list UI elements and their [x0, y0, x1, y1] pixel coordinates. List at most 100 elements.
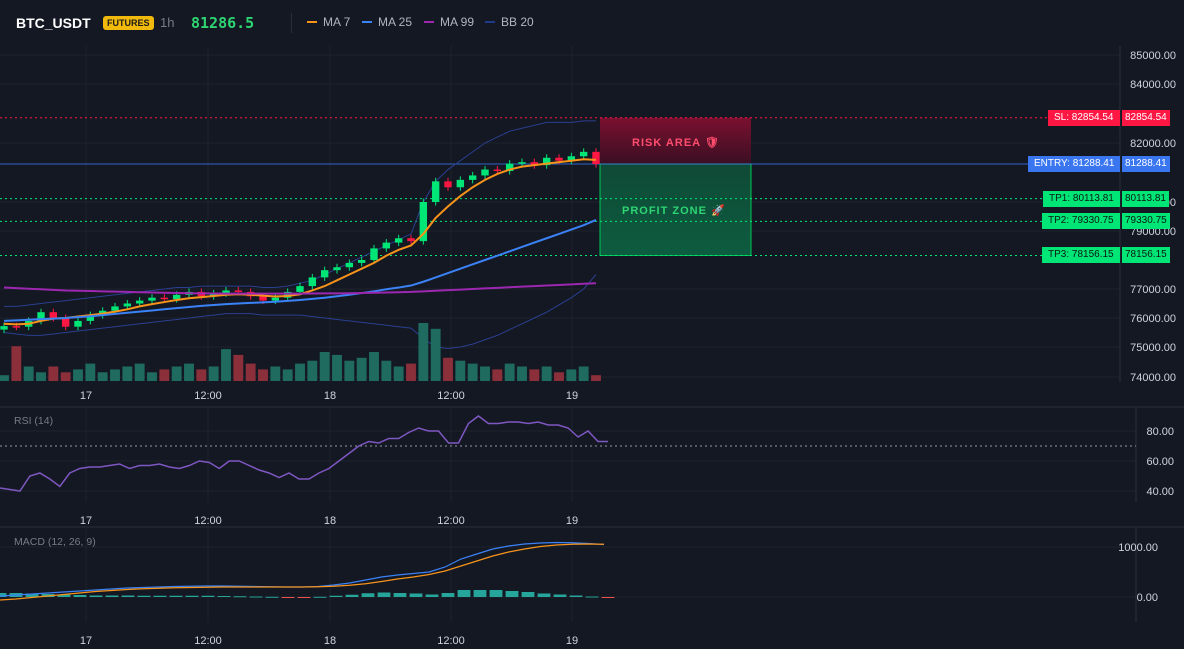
rsi-tick-label: 40.00 — [1146, 486, 1174, 498]
level-tag[interactable]: TP3: 78156.15 — [1042, 247, 1120, 264]
level-axis-value: 80113.81 — [1122, 190, 1169, 207]
legend-ma7[interactable]: MA 7 — [307, 15, 350, 29]
rsi-x-tick: 12:00 — [194, 515, 222, 527]
macd-histogram-bar — [489, 590, 503, 597]
volume-bar — [492, 369, 503, 381]
macd-histogram-bar — [153, 595, 167, 597]
volume-bar — [0, 375, 9, 381]
macd-histogram-bar — [521, 592, 535, 597]
macd-histogram-bar — [361, 593, 375, 597]
candle-body — [259, 296, 267, 301]
price-tick-label: 74000.00 — [1130, 372, 1176, 384]
level-tag[interactable]: TP2: 79330.75 — [1042, 213, 1120, 230]
ma7-swatch — [307, 21, 317, 23]
macd-histogram-bar — [73, 595, 87, 597]
macd-tick-label: 0.00 — [1137, 592, 1158, 604]
main-x-tick: 12:00 — [194, 390, 222, 402]
macd-histogram-bar — [313, 596, 327, 598]
legend-ma99[interactable]: MA 99 — [424, 15, 474, 29]
volume-bar — [48, 366, 59, 381]
macd-histogram-bar — [585, 596, 599, 598]
level-axis-value: 78156.15 — [1122, 247, 1170, 264]
volume-bar — [480, 366, 490, 381]
candle-body — [567, 156, 576, 161]
moving-averages — [3, 158, 597, 326]
chart-header: BTC_USDT FUTURES 1h 81286.5 MA 7 MA 25 M… — [0, 0, 1184, 46]
volume-bar — [270, 366, 281, 381]
macd-histogram-bar — [345, 594, 359, 597]
main-x-tick: 12:00 — [437, 390, 465, 402]
candle-body — [123, 303, 132, 307]
volume-bar — [60, 372, 71, 381]
macd-histogram-bar — [553, 594, 567, 597]
level-tag[interactable]: TP1: 80113.81 — [1043, 190, 1120, 207]
rsi-panel — [0, 415, 1136, 492]
macd-tick-label: 1000.00 — [1118, 542, 1158, 554]
macd-histogram-bar — [105, 595, 119, 597]
grid — [0, 46, 1184, 622]
main-x-tick: 17 — [80, 390, 92, 402]
candles — [0, 148, 600, 334]
candle-body — [530, 162, 539, 166]
legend-bb20-label: BB 20 — [501, 15, 534, 29]
timeframe-label[interactable]: 1h — [160, 15, 175, 30]
volume-bar — [73, 369, 83, 381]
rsi-tick-label: 60.00 — [1146, 456, 1174, 468]
macd-histogram-bar — [601, 597, 615, 598]
futures-badge: FUTURES — [103, 16, 154, 30]
candle-body — [296, 286, 304, 292]
candle-body — [419, 202, 428, 242]
legend-ma25[interactable]: MA 25 — [362, 15, 412, 29]
candle-body — [61, 318, 70, 327]
level-tag[interactable]: ENTRY: 81288.41 — [1028, 155, 1121, 172]
volume-bar — [554, 372, 564, 381]
macd-histogram-bar — [457, 590, 471, 597]
price-tick-label: 82000.00 — [1130, 138, 1176, 150]
last-price: 81286.5 — [191, 14, 255, 32]
candle-body — [579, 151, 588, 157]
volume-bar — [393, 366, 404, 381]
price-tick-label: 85000.00 — [1130, 50, 1176, 62]
symbol-label[interactable]: BTC_USDT — [16, 15, 91, 31]
price-tick-label: 77000.00 — [1130, 284, 1176, 296]
macd-histogram-bar — [329, 595, 343, 597]
macd-line — [0, 543, 605, 601]
rsi-x-tick: 19 — [566, 515, 578, 527]
candle-body — [209, 293, 218, 297]
candle-body — [357, 260, 366, 263]
trade-levels — [0, 117, 1120, 256]
legend-bb20[interactable]: BB 20 — [485, 15, 534, 29]
legend-ma25-label: MA 25 — [378, 15, 413, 29]
macd-histogram-bar — [233, 596, 247, 598]
macd-histogram-bar — [57, 594, 71, 597]
candle-body — [0, 326, 8, 330]
candle-body — [172, 294, 181, 300]
candle-body — [382, 242, 391, 249]
volume-bar — [455, 360, 466, 381]
main-x-tick: 18 — [324, 390, 336, 402]
candle-body — [456, 179, 465, 188]
volume-bar — [504, 363, 515, 381]
volume-bar — [295, 363, 305, 381]
candle-body — [111, 306, 119, 311]
candle-body — [431, 181, 440, 202]
macd-histogram-bar — [409, 593, 423, 597]
macd-histogram-bar — [185, 595, 199, 597]
macd-histogram-bar — [569, 595, 583, 597]
ma25-swatch — [362, 21, 372, 23]
volume-bar — [147, 372, 157, 381]
volume-bar — [134, 363, 145, 381]
volume-bar — [97, 372, 108, 381]
macd-histogram-bar — [169, 595, 183, 597]
candle-body — [407, 238, 415, 242]
candle-body — [135, 300, 144, 304]
macd-histogram-bar — [25, 593, 39, 597]
volume-bar — [11, 346, 22, 381]
macd-histogram-bar — [89, 595, 103, 597]
volume-bar — [159, 369, 170, 381]
volume-bar — [196, 369, 207, 381]
level-tag[interactable]: SL: 82854.54 — [1048, 109, 1120, 126]
macd-title: MACD (12, 26, 9) — [14, 536, 96, 548]
ma99-swatch — [424, 21, 434, 23]
